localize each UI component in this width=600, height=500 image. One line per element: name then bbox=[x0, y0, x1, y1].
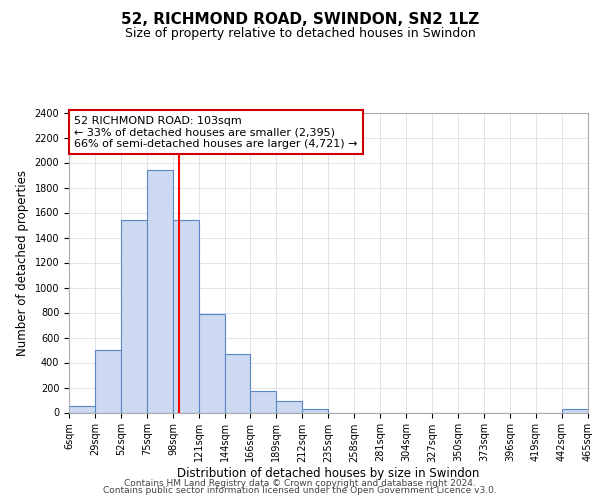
X-axis label: Distribution of detached houses by size in Swindon: Distribution of detached houses by size … bbox=[178, 467, 479, 480]
Text: Size of property relative to detached houses in Swindon: Size of property relative to detached ho… bbox=[125, 28, 475, 40]
Bar bbox=[121, 220, 147, 412]
Bar bbox=[95, 350, 121, 412]
Bar bbox=[276, 401, 302, 412]
Bar bbox=[562, 409, 588, 412]
Text: Contains HM Land Registry data © Crown copyright and database right 2024.: Contains HM Land Registry data © Crown c… bbox=[124, 478, 476, 488]
Bar bbox=[225, 354, 250, 412]
Text: 52 RICHMOND ROAD: 103sqm
← 33% of detached houses are smaller (2,395)
66% of sem: 52 RICHMOND ROAD: 103sqm ← 33% of detach… bbox=[74, 116, 358, 148]
Bar bbox=[173, 220, 199, 412]
Bar bbox=[147, 170, 173, 412]
Bar bbox=[199, 314, 225, 412]
Bar bbox=[250, 390, 276, 412]
Bar bbox=[69, 406, 95, 412]
Y-axis label: Number of detached properties: Number of detached properties bbox=[16, 170, 29, 356]
Text: Contains public sector information licensed under the Open Government Licence v3: Contains public sector information licen… bbox=[103, 486, 497, 495]
Text: 52, RICHMOND ROAD, SWINDON, SN2 1LZ: 52, RICHMOND ROAD, SWINDON, SN2 1LZ bbox=[121, 12, 479, 28]
Bar bbox=[302, 409, 328, 412]
